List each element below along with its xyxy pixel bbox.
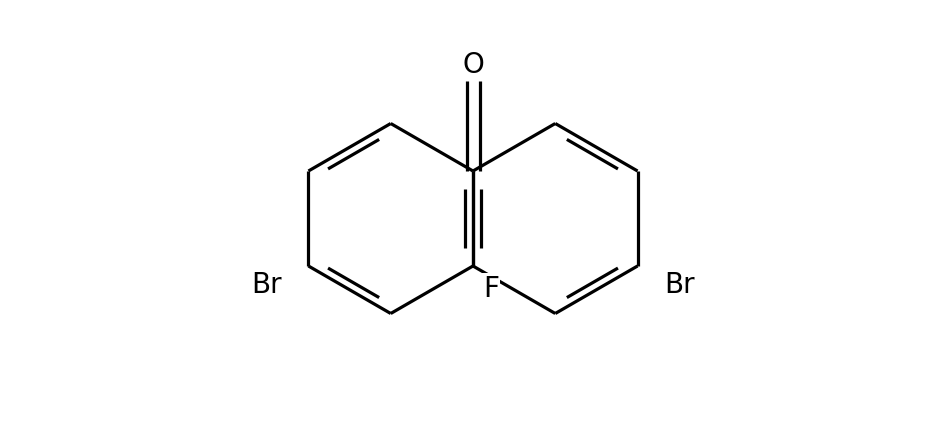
- Text: Br: Br: [251, 271, 282, 298]
- Text: O: O: [463, 51, 483, 79]
- Text: Br: Br: [664, 271, 695, 298]
- Text: F: F: [483, 274, 499, 302]
